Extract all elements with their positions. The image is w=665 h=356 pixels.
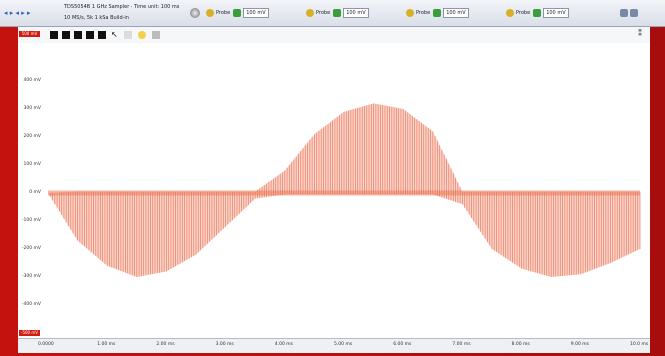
nav-icon[interactable]: ◂ ▸ ◂ ▸ ▸	[4, 9, 31, 17]
x-tick-label: 3.00 ms	[215, 342, 234, 347]
channel-a-range[interactable]: 100 mV	[243, 8, 269, 18]
y-tick-label: 300 mV	[23, 106, 41, 111]
cursor-icon[interactable]: ↖	[111, 30, 118, 39]
settings-icon[interactable]	[190, 0, 200, 26]
x-tick-label: 9.00 ms	[570, 342, 589, 347]
channel-b-label: Probe	[316, 10, 331, 16]
channel-c-enable-icon[interactable]	[433, 9, 442, 17]
channel-a-controls[interactable]: Probe 100 mV	[206, 0, 269, 26]
channel-c-label: Probe	[416, 10, 431, 16]
x-tick-label: 6.00 ms	[393, 342, 412, 347]
channel-b-controls[interactable]: Probe 100 mV	[306, 0, 369, 26]
x-tick-label: 1.00 ms	[97, 342, 116, 347]
zoom-in-icon[interactable]	[62, 31, 70, 39]
waveform-trace	[49, 103, 641, 277]
lightbulb-icon[interactable]	[138, 31, 146, 39]
zoom-out-icon[interactable]	[74, 31, 82, 39]
channel-d-label: Probe	[516, 10, 531, 16]
y-tick-label: -100 mV	[21, 218, 41, 223]
window-controls[interactable]: ◂ ▸ ◂ ▸ ▸	[4, 0, 34, 26]
window-title-line1: TDS5054B 1 GHz Sampler · Time unit: 100 …	[64, 4, 180, 10]
x-tick-label: 4.00 ms	[274, 342, 293, 347]
channel-c-icon	[406, 9, 414, 17]
plot-area[interactable]	[18, 43, 650, 338]
settings-small-icon[interactable]	[152, 31, 160, 39]
channel-a-icon	[206, 9, 214, 17]
y-tick-label: -200 mV	[21, 246, 41, 251]
channel-d-icon	[506, 9, 514, 17]
channel-d-range[interactable]: 100 mV	[543, 8, 569, 18]
x-tick-label: 5.00 ms	[334, 342, 353, 347]
channel-d-enable-icon[interactable]	[533, 9, 542, 17]
x-tick-label: 2.00 ms	[156, 342, 175, 347]
color-icon[interactable]	[124, 31, 132, 39]
x-tick-label: 0.0000	[38, 342, 54, 347]
y-tick-label: 0 mV	[29, 190, 41, 195]
channel-a-enable-icon[interactable]	[233, 9, 242, 17]
y-tick-label: 400 mV	[23, 78, 41, 83]
grid-icon[interactable]	[630, 9, 638, 17]
channel-c-range[interactable]: 100 mV	[443, 8, 469, 18]
window-title-line2: 10 MS/s, 5k 1 kSa Build-in	[64, 15, 129, 21]
y-tick-label: 100 mV	[23, 162, 41, 167]
measure-icon[interactable]	[98, 31, 106, 39]
channel-c-controls[interactable]: Probe 100 mV	[406, 0, 469, 26]
x-tick-label: 8.00 ms	[511, 342, 530, 347]
fit-view-icon[interactable]	[86, 31, 94, 39]
view-icon[interactable]	[620, 9, 628, 17]
channel-b-enable-icon[interactable]	[333, 9, 342, 17]
channel-d-controls[interactable]: Probe 100 mV	[506, 0, 569, 26]
x-tick-label: 10.0 ms	[630, 342, 649, 347]
pin-icon[interactable]: ⁑	[638, 29, 642, 38]
waveform-chart[interactable]	[18, 43, 650, 338]
extra-icons[interactable]	[620, 0, 640, 26]
y-tick-label: -400 mV	[21, 302, 41, 307]
top-range-chip: 500 mV	[19, 31, 40, 37]
x-axis: 0.0000 1.00 ms 2.00 ms 3.00 ms 4.00 ms 5.00 m…	[18, 338, 650, 353]
hand-tool-icon[interactable]	[50, 31, 58, 39]
bottom-range-chip: -500 mV	[19, 330, 40, 336]
y-tick-label: 200 mV	[23, 134, 41, 139]
channel-b-range[interactable]: 100 mV	[343, 8, 369, 18]
view-toolbar: ↖ ⁑	[18, 27, 650, 44]
top-toolbar: ◂ ▸ ◂ ▸ ▸ TDS5054B 1 GHz Sampler · Time …	[0, 0, 665, 27]
channel-b-icon	[306, 9, 314, 17]
y-tick-label: -300 mV	[21, 274, 41, 279]
x-tick-label: 7.00 ms	[452, 342, 471, 347]
channel-a-label: Probe	[216, 10, 231, 16]
